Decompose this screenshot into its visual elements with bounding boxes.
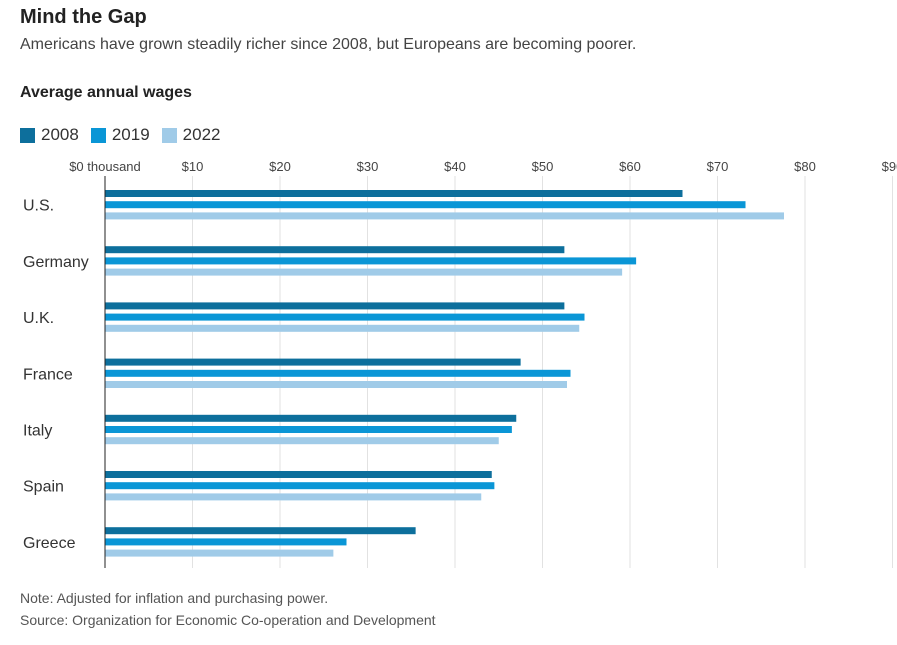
- bar: [105, 212, 784, 220]
- bar: [105, 381, 567, 388]
- bar: [105, 414, 517, 422]
- x-tick-label: $30: [357, 159, 379, 174]
- x-tick-label: $20: [269, 159, 291, 174]
- bar: [105, 190, 683, 197]
- x-tick-label: $80: [794, 159, 816, 174]
- chart-heading: Average annual wages: [20, 84, 192, 101]
- bar: [105, 268, 623, 276]
- legend: 2008 2019 2022: [20, 125, 232, 145]
- bar: [105, 358, 521, 366]
- bar: [105, 302, 565, 310]
- bar: [105, 482, 495, 490]
- footnote: Note: Adjusted for inflation and purchas…: [20, 590, 329, 606]
- category-label: Italy: [23, 423, 52, 440]
- legend-item-2008: 2008: [20, 125, 79, 145]
- category-label: France: [23, 366, 73, 383]
- x-tick-label: $90: [882, 159, 897, 174]
- bar: [105, 246, 565, 254]
- category-label: Greece: [23, 535, 76, 552]
- category-label: Germany: [23, 254, 89, 271]
- legend-label-2008: 2008: [41, 125, 79, 144]
- source-note: Source: Organization for Economic Co-ope…: [20, 612, 436, 628]
- legend-swatch-2008: [20, 127, 35, 143]
- chart-title: Mind the Gap: [20, 6, 147, 28]
- bar: [105, 369, 571, 377]
- x-tick-label: $60: [619, 159, 641, 174]
- category-label: U.S.: [23, 198, 54, 215]
- bar: [105, 257, 637, 265]
- category-label: Spain: [23, 479, 64, 496]
- bar: [105, 313, 585, 321]
- legend-swatch-2019: [90, 127, 106, 143]
- x-tick-label: $0 thousand: [69, 159, 141, 174]
- bar: [105, 471, 492, 478]
- bar: [105, 527, 416, 535]
- x-tick-label: $40: [444, 159, 466, 174]
- bar: [105, 426, 512, 433]
- bar: [105, 201, 746, 209]
- bar: [105, 324, 580, 332]
- x-tick-label: $10: [182, 159, 204, 174]
- legend-item-2019: 2019: [90, 125, 150, 145]
- category-label: U.K.: [23, 310, 54, 327]
- bar: [105, 493, 482, 501]
- chart-subtitle: Americans have grown steadily richer sin…: [20, 36, 637, 53]
- legend-swatch-2022: [161, 127, 177, 143]
- x-tick-label: $70: [707, 159, 729, 174]
- x-tick-label: $50: [532, 159, 554, 174]
- bar: [105, 437, 499, 445]
- legend-label-2019: 2019: [111, 125, 150, 144]
- bar: [105, 549, 334, 557]
- bar: [105, 538, 347, 546]
- legend-item-2022: 2022: [161, 125, 221, 145]
- legend-label-2022: 2022: [182, 125, 221, 144]
